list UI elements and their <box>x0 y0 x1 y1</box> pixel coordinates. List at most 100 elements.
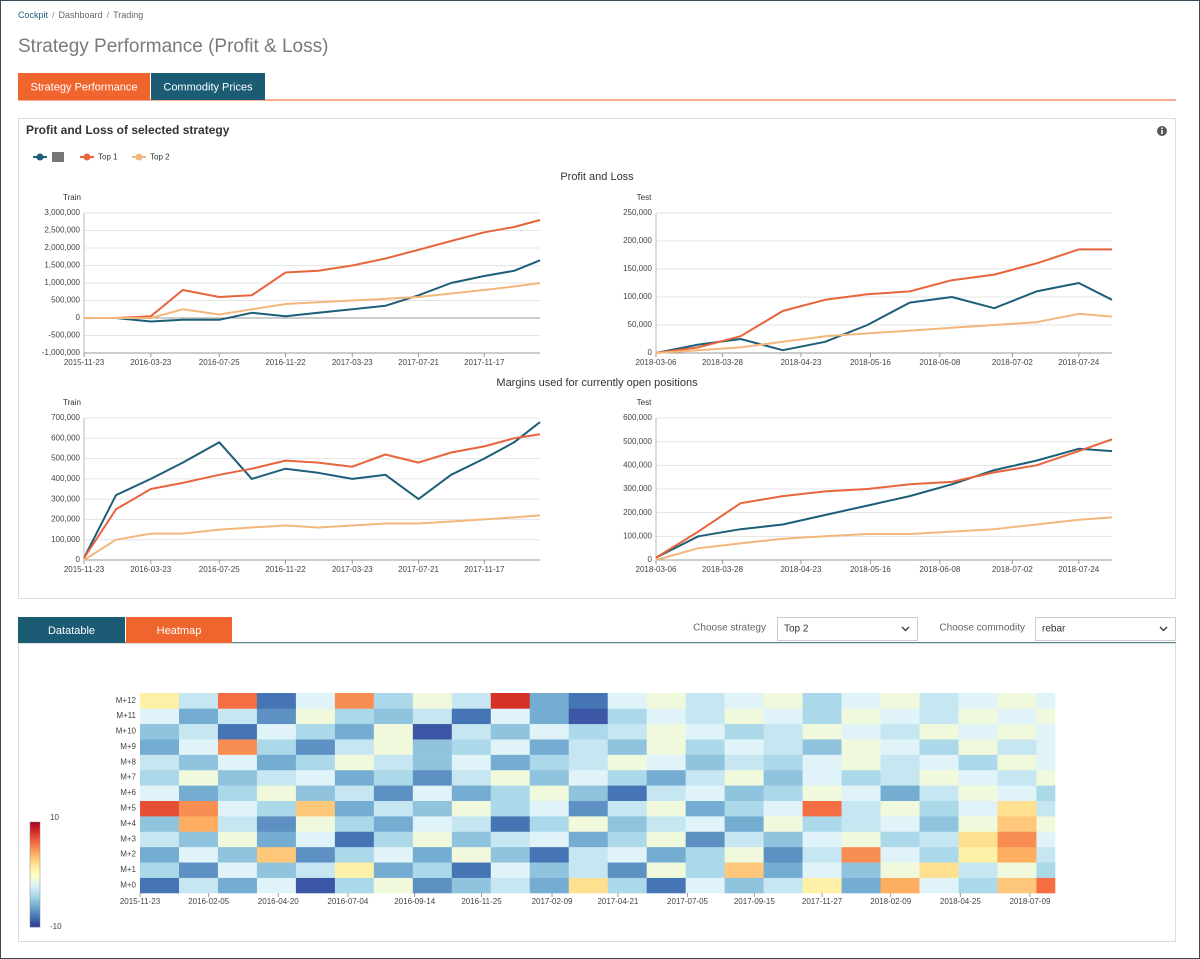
legend-dot <box>36 153 44 161</box>
heat-cell <box>958 754 998 771</box>
heat-cell <box>529 816 570 832</box>
heat-cell <box>412 739 453 755</box>
heat-cell <box>217 739 258 755</box>
heat-cell <box>958 831 998 848</box>
heat-cell <box>802 754 842 771</box>
x-tick-label: 2018-03-28 <box>702 358 743 367</box>
heat-cell <box>529 754 570 771</box>
heat-cell <box>256 816 297 832</box>
heat-cell <box>880 800 920 817</box>
heat-cell <box>568 739 609 755</box>
heat-cell <box>841 693 881 709</box>
tab-label[interactable]: Heatmap <box>157 625 202 637</box>
heat-cell <box>802 785 842 801</box>
heat-cell <box>568 831 609 848</box>
heat-cell <box>178 785 219 801</box>
heat-cell <box>997 877 1037 894</box>
x-tick-label: 2016-04-20 <box>258 897 299 906</box>
heat-cell <box>529 846 570 863</box>
heat-cell <box>529 708 570 725</box>
heat-cell <box>490 877 531 894</box>
x-tick-label: 2018-07-24 <box>1058 358 1099 367</box>
heat-cell <box>919 846 959 863</box>
heat-cell <box>529 831 570 848</box>
heat-cell <box>763 723 803 740</box>
heat-cell <box>919 769 959 786</box>
colorbar-step <box>30 837 40 841</box>
heat-cell <box>880 754 920 771</box>
heat-cell <box>1036 739 1056 755</box>
heat-cell <box>763 846 803 863</box>
heat-cell <box>763 785 803 801</box>
heat-cell <box>490 723 531 740</box>
colorbar-step <box>30 824 40 828</box>
y-tick-label: 150,000 <box>623 264 652 273</box>
heat-cell <box>646 769 686 786</box>
heat-cell <box>140 785 180 801</box>
row-label: M+2 <box>120 850 136 859</box>
tab[interactable] <box>18 617 125 643</box>
heat-cell <box>490 816 531 832</box>
strategy-select[interactable]: Top 2 <box>777 617 918 641</box>
tab-label[interactable]: Commodity Prices <box>163 81 253 93</box>
heat-cell <box>880 831 920 848</box>
heat-cell <box>451 846 492 863</box>
breadcrumb-item[interactable]: Cockpit <box>18 10 49 20</box>
heat-cell <box>568 862 609 878</box>
heat-cell <box>1036 769 1056 786</box>
heat-cell <box>373 708 414 725</box>
heat-cell <box>607 800 647 817</box>
row-label: M+3 <box>120 834 136 843</box>
y-tick-label: 400,000 <box>623 460 652 469</box>
heat-cell <box>178 754 219 771</box>
y-tick-label: 0 <box>648 555 653 564</box>
x-tick-label: 2017-03-23 <box>332 565 373 574</box>
heat-cell <box>685 877 725 894</box>
heat-cell <box>919 739 959 755</box>
heat-cell <box>802 769 842 786</box>
heat-cell <box>412 693 453 709</box>
heat-cell <box>607 708 647 725</box>
info-icon[interactable] <box>1157 126 1167 136</box>
heat-cell <box>490 754 531 771</box>
row-label: M+1 <box>120 865 136 874</box>
heat-cell <box>373 831 414 848</box>
heat-cell <box>919 723 959 740</box>
tab-label[interactable]: Datatable <box>48 625 95 637</box>
heat-cell <box>295 723 336 740</box>
heat-cell <box>607 862 647 878</box>
legend-label[interactable]: Top 2 <box>150 153 170 162</box>
colorbar-step <box>30 874 40 878</box>
heat-cell <box>919 708 959 725</box>
legend-label[interactable]: Top 1 <box>98 153 118 162</box>
tab[interactable] <box>151 73 265 100</box>
heat-cell <box>295 693 336 709</box>
heat-cell <box>685 769 725 786</box>
heat-cell <box>217 877 258 894</box>
heat-cell <box>763 708 803 725</box>
heat-cell <box>841 846 881 863</box>
x-tick-label: 2018-04-23 <box>780 358 821 367</box>
heat-cell <box>256 708 297 725</box>
colorbar-step <box>30 827 40 831</box>
y-tick-label: -500,000 <box>48 331 80 340</box>
heat-cell <box>919 877 959 894</box>
commodity-select[interactable]: rebar <box>1035 617 1176 641</box>
tab[interactable] <box>126 617 232 643</box>
tab-label[interactable]: Strategy Performance <box>31 81 138 93</box>
colorbar-step <box>30 845 40 849</box>
row-label: M+10 <box>116 727 137 736</box>
breadcrumb-item[interactable]: Dashboard <box>59 10 103 20</box>
commodity-label: Choose commodity <box>939 623 1025 634</box>
heat-cell <box>295 769 336 786</box>
heat-cell <box>373 723 414 740</box>
heat-cell <box>178 739 219 755</box>
row-label: M+8 <box>120 757 136 766</box>
x-tick-label: 2017-03-23 <box>332 358 373 367</box>
heat-cell <box>256 831 297 848</box>
tab[interactable] <box>18 73 150 100</box>
y-tick-label: 400,000 <box>51 474 80 483</box>
breadcrumb-item[interactable]: Trading <box>113 10 143 20</box>
heat-cell <box>140 739 180 755</box>
x-tick-label: 2017-09-15 <box>734 897 775 906</box>
